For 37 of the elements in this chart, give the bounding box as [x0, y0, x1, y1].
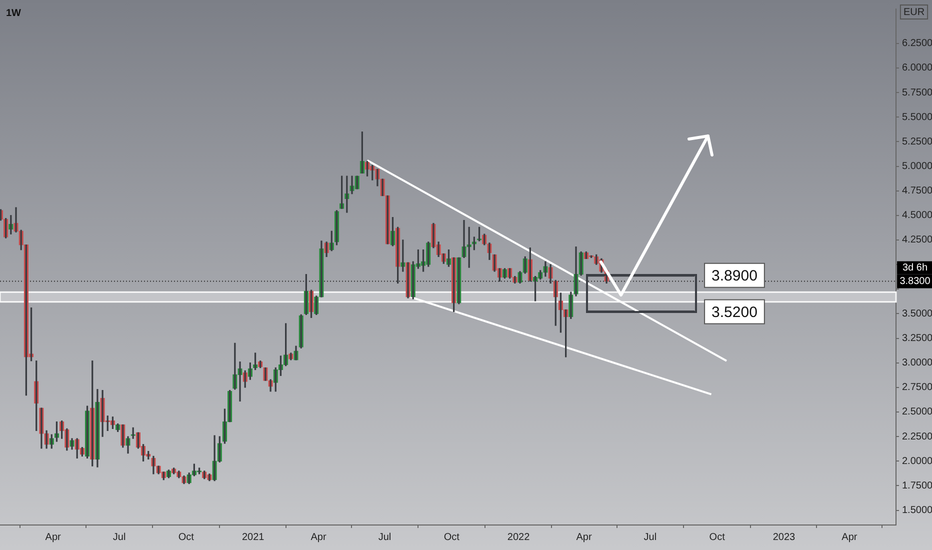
- x-tick-label: Apr: [45, 532, 62, 543]
- x-tick-label: 2023: [772, 532, 796, 543]
- y-tick-label: 1.7500: [902, 480, 932, 492]
- x-tick-label: Apr: [842, 532, 858, 543]
- y-tick-label: 6.2500: [902, 38, 932, 50]
- x-tick-label: Jul: [644, 532, 657, 543]
- x-tick-label: Oct: [709, 532, 726, 543]
- y-tick-label: 3.0000: [902, 358, 932, 369]
- y-tick-label: 2.0000: [902, 456, 932, 467]
- y-tick-label: 2.5000: [902, 406, 932, 418]
- y-tick-label: 5.0000: [902, 161, 932, 172]
- x-tick-label: Apr: [576, 532, 592, 543]
- y-tick-label: 6.0000: [902, 62, 932, 74]
- y-tick-label: 4.7500: [902, 186, 932, 197]
- y-tick-label: 3.2500: [902, 333, 932, 344]
- x-tick-label: 2022: [507, 532, 530, 543]
- x-tick-label: Oct: [444, 532, 460, 543]
- x-tick-label: Jul: [112, 532, 126, 543]
- y-axis-title: EUR: [903, 6, 925, 18]
- y-tick-label: 4.2500: [902, 234, 932, 246]
- y-tick-label: 2.7500: [902, 382, 932, 394]
- ref-line-label: 3.5200: [712, 304, 758, 321]
- x-tick-label: Apr: [310, 532, 327, 543]
- x-tick-label: Oct: [178, 532, 194, 543]
- text: 3d 6h: [902, 262, 928, 274]
- y-tick-label: 4.5000: [902, 210, 932, 222]
- chart-title: 1W: [6, 8, 22, 19]
- x-tick-label: Jul: [378, 532, 392, 543]
- y-tick-label: 5.7500: [902, 87, 932, 98]
- y-tick-label: 3.5000: [902, 308, 932, 320]
- y-tick-label: 5.5000: [902, 112, 932, 123]
- y-tick-label: 1.5000: [902, 505, 932, 516]
- ref-line-label: 3.8900: [712, 267, 758, 284]
- x-tick-label: 2021: [242, 532, 265, 543]
- y-tick-label: 2.2500: [902, 431, 932, 442]
- ref-line-label: 3.8300: [900, 276, 931, 287]
- y-tick-label: 5.2500: [902, 136, 932, 148]
